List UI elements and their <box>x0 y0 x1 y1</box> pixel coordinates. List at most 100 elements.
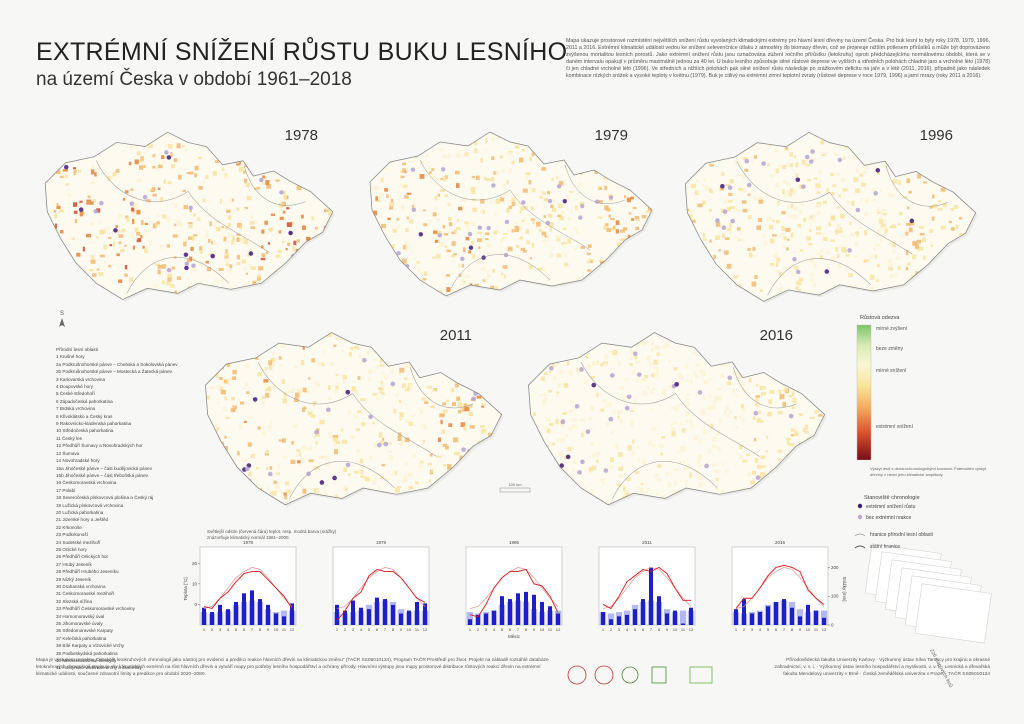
raster-cell <box>630 409 635 412</box>
raster-cell <box>646 386 650 390</box>
raster-cell <box>194 173 197 178</box>
raster-cell <box>795 286 799 291</box>
raster-cell <box>788 214 794 218</box>
raster-cell <box>257 274 261 278</box>
raster-cell <box>620 178 623 183</box>
raster-cell <box>420 460 424 464</box>
raster-cell <box>90 259 96 264</box>
raster-cell <box>821 153 826 157</box>
raster-cell <box>235 143 241 146</box>
raster-cell <box>753 344 758 347</box>
raster-cell <box>58 270 63 275</box>
raster-cell <box>60 132 65 133</box>
raster-cell <box>655 492 660 496</box>
station <box>259 151 264 157</box>
station <box>184 261 190 267</box>
raster-cell <box>576 367 579 372</box>
raster-cell <box>739 454 744 459</box>
raster-cell <box>826 192 830 195</box>
raster-cell <box>258 343 263 348</box>
raster-cell <box>382 393 385 396</box>
raster-cell <box>137 179 142 183</box>
raster-cell <box>694 190 699 196</box>
raster-cell <box>612 410 616 414</box>
raster-cell <box>852 299 857 302</box>
raster-cell <box>524 134 529 140</box>
raster-cell <box>892 240 896 245</box>
raster-cell <box>728 284 734 287</box>
raster-cell <box>716 395 722 401</box>
raster-cell <box>721 463 725 466</box>
raster-cell <box>413 200 416 206</box>
raster-cell <box>597 216 603 219</box>
month-label: 10 <box>540 627 545 632</box>
raster-cell <box>379 357 383 363</box>
title: EXTRÉMNÍ SNÍŽENÍ RŮSTU BUKU LESNÍHO <box>36 38 568 66</box>
region-border <box>736 161 949 296</box>
raster-cell <box>711 278 716 283</box>
raster-cell <box>438 230 443 236</box>
raster-cell <box>616 242 622 247</box>
raster-cell <box>876 211 881 215</box>
raster-cell <box>582 338 585 343</box>
raster-cell <box>461 263 465 268</box>
raster-cell <box>875 278 880 283</box>
raster-cell <box>393 429 397 433</box>
raster-cell <box>833 292 836 297</box>
raster-cell <box>457 474 463 479</box>
raster-cell <box>470 186 475 192</box>
raster-cell <box>211 497 216 503</box>
station <box>464 364 470 370</box>
raster-cell <box>389 206 394 210</box>
raster-cell <box>651 205 652 208</box>
raster-cell <box>450 254 456 258</box>
precip-bar <box>335 604 339 625</box>
raster-cell <box>948 220 952 224</box>
raster-cell <box>632 132 637 136</box>
raster-cell <box>786 205 792 210</box>
raster-cell <box>598 259 603 262</box>
raster-cell <box>609 278 614 282</box>
raster-cell <box>399 367 405 373</box>
raster-cell <box>555 419 559 425</box>
raster-cell <box>640 377 646 382</box>
raster-cell <box>238 166 244 172</box>
raster-cell <box>812 158 815 162</box>
raster-cell <box>188 222 193 225</box>
raster-cell <box>442 176 447 182</box>
station <box>722 209 728 214</box>
station <box>936 166 942 171</box>
raster-cell <box>898 180 901 186</box>
raster-cell <box>733 236 738 240</box>
raster-cell <box>316 466 320 470</box>
raster-cell <box>946 272 951 278</box>
raster-cell <box>144 248 148 254</box>
precip-bar <box>218 604 222 625</box>
state-border-symbol <box>854 545 866 549</box>
raster-cell <box>366 351 370 356</box>
raster-cell <box>528 434 534 438</box>
raster-cell <box>812 213 817 219</box>
raster-cell <box>725 183 730 187</box>
raster-cell <box>737 299 742 302</box>
raster-cell <box>142 245 145 249</box>
raster-cell <box>752 416 756 420</box>
raster-cell <box>808 474 812 479</box>
raster-cell <box>802 218 807 222</box>
raster-cell <box>244 458 248 462</box>
station <box>113 228 118 233</box>
raster-cell <box>544 235 548 238</box>
raster-cell <box>541 231 547 236</box>
raster-cell <box>502 168 505 173</box>
raster-cell <box>397 151 401 157</box>
raster-cell <box>632 439 635 444</box>
raster-cell <box>709 332 713 337</box>
raster-cell <box>835 229 838 235</box>
station <box>301 251 306 257</box>
raster-cell <box>92 198 96 203</box>
raster-cell <box>484 480 488 486</box>
raster-cell <box>741 200 747 204</box>
raster-cell <box>51 227 56 233</box>
raster-cell <box>190 246 194 252</box>
raster-cell <box>698 476 703 480</box>
